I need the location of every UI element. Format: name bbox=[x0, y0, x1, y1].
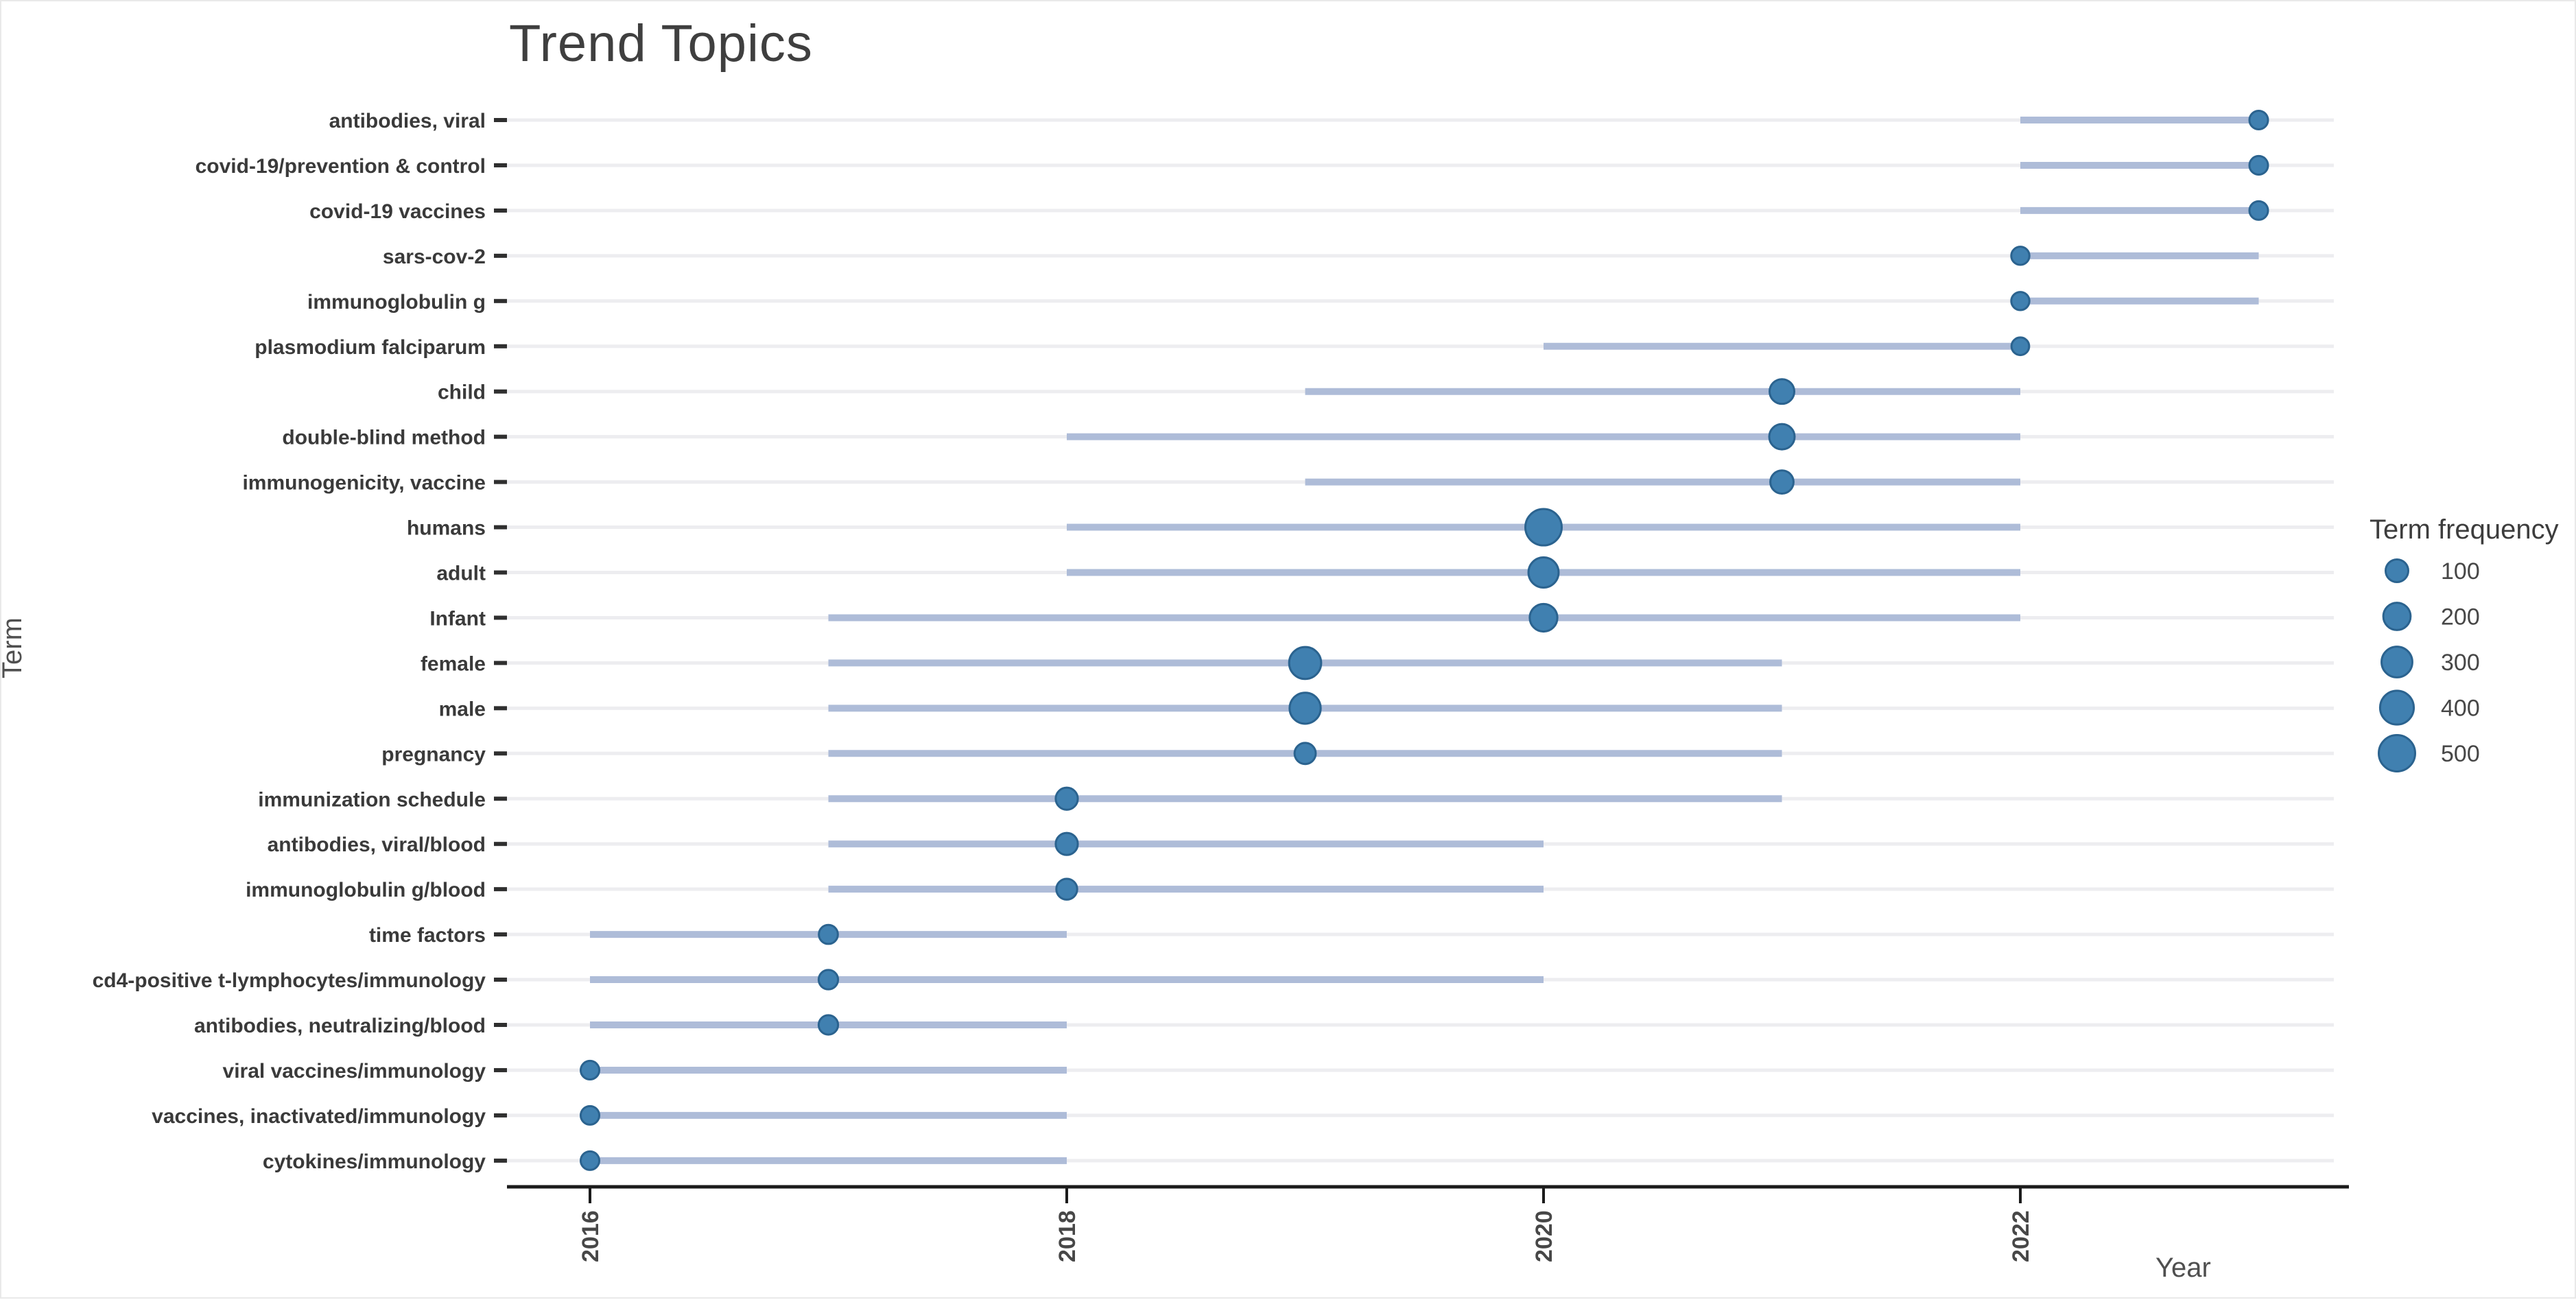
term-label: plasmodium falciparum bbox=[255, 336, 486, 359]
y-tick-mark bbox=[494, 389, 507, 394]
frequency-dot bbox=[1054, 786, 1079, 811]
term-label: time factors bbox=[369, 924, 486, 947]
x-tick-label: 2018 bbox=[1054, 1210, 1080, 1262]
term-label: pregnancy bbox=[381, 743, 486, 766]
legend-size-label: 100 bbox=[2441, 558, 2480, 584]
term-label: antibodies, viral/blood bbox=[268, 834, 486, 856]
term-label: immunization schedule bbox=[258, 788, 486, 811]
page-title: Trend Topics bbox=[509, 14, 813, 73]
legend-size-circle bbox=[2378, 689, 2415, 726]
legend-size-label: 500 bbox=[2441, 741, 2480, 767]
y-tick-mark bbox=[494, 932, 507, 937]
frequency-dot bbox=[2010, 291, 2031, 311]
frequency-dot bbox=[2010, 246, 2031, 266]
term-label: covid-19/prevention & control bbox=[196, 155, 486, 178]
frequency-dot bbox=[2248, 109, 2269, 131]
frequency-dot bbox=[1288, 692, 1322, 725]
term-label: child bbox=[438, 381, 486, 404]
frequency-dot bbox=[579, 1150, 601, 1171]
legend-size-label: 400 bbox=[2441, 696, 2480, 722]
y-tick-mark bbox=[494, 208, 507, 213]
term-label: cytokines/immunology bbox=[263, 1150, 486, 1173]
legend-title: Term frequency bbox=[2370, 515, 2559, 545]
frequency-dot bbox=[1288, 646, 1323, 681]
y-tick-mark bbox=[494, 1113, 507, 1118]
term-label: immunoglobulin g/blood bbox=[246, 879, 486, 901]
frequency-dot bbox=[1769, 378, 1795, 405]
legend-size-circle bbox=[2382, 602, 2412, 631]
term-label: cd4-positive t-lymphocytes/immunology bbox=[93, 969, 486, 992]
y-tick-mark bbox=[494, 298, 507, 303]
y-axis-title: Term bbox=[0, 617, 27, 678]
frequency-dot bbox=[817, 1014, 840, 1036]
frequency-dot bbox=[1524, 508, 1563, 547]
term-label: humans bbox=[407, 517, 486, 540]
y-tick-mark bbox=[494, 163, 507, 167]
term-label: male bbox=[439, 698, 486, 720]
frequency-dot bbox=[2010, 336, 2031, 357]
frequency-dot bbox=[1054, 831, 1079, 856]
legend-size-circle bbox=[2385, 558, 2409, 583]
term-label: covid-19 vaccines bbox=[309, 200, 486, 223]
frequency-dot bbox=[579, 1059, 601, 1080]
legend-size-label: 200 bbox=[2441, 604, 2480, 630]
x-axis-title: Year bbox=[2155, 1253, 2211, 1283]
term-label: sars-cov-2 bbox=[383, 246, 486, 268]
y-tick-mark bbox=[494, 1067, 507, 1072]
legend-size-circle bbox=[2380, 646, 2413, 678]
frequency-dot bbox=[1768, 423, 1796, 451]
term-label: adult bbox=[436, 563, 486, 585]
term-label: immunogenicity, vaccine bbox=[242, 472, 486, 495]
term-label: viral vaccines/immunology bbox=[223, 1060, 486, 1083]
term-label: Infant bbox=[429, 607, 486, 630]
y-tick-mark bbox=[494, 615, 507, 620]
y-tick-mark bbox=[494, 1023, 507, 1027]
y-tick-mark bbox=[494, 434, 507, 439]
y-tick-mark bbox=[494, 706, 507, 711]
y-tick-mark bbox=[494, 751, 507, 756]
frequency-dot bbox=[2248, 200, 2269, 221]
frequency-dot bbox=[579, 1104, 601, 1126]
y-tick-mark bbox=[494, 887, 507, 892]
legend-size-label: 300 bbox=[2441, 650, 2480, 676]
y-tick-mark bbox=[494, 842, 507, 847]
y-tick-mark bbox=[494, 796, 507, 801]
x-tick-label: 2022 bbox=[2008, 1210, 2034, 1262]
frequency-dot bbox=[1769, 469, 1795, 495]
x-tick-label: 2016 bbox=[578, 1210, 604, 1262]
term-label: antibodies, viral bbox=[329, 110, 486, 132]
y-tick-mark bbox=[494, 1158, 507, 1163]
y-tick-mark bbox=[494, 344, 507, 348]
frequency-dot bbox=[817, 969, 840, 991]
frequency-dot bbox=[1293, 742, 1317, 766]
y-tick-mark bbox=[494, 253, 507, 258]
frequency-dot bbox=[1055, 877, 1078, 901]
frequency-dot bbox=[1528, 602, 1559, 633]
term-label: vaccines, inactivated/immunology bbox=[152, 1105, 486, 1128]
y-tick-mark bbox=[494, 570, 507, 575]
term-label: antibodies, neutralizing/blood bbox=[194, 1015, 486, 1037]
y-tick-mark bbox=[494, 525, 507, 530]
frequency-dot bbox=[1527, 556, 1560, 589]
term-label: female bbox=[421, 652, 486, 675]
y-tick-mark bbox=[494, 661, 507, 665]
legend-size-circle bbox=[2378, 734, 2416, 772]
term-label: double-blind method bbox=[282, 427, 486, 449]
x-tick-label: 2020 bbox=[1531, 1210, 1557, 1262]
frequency-dot bbox=[2248, 154, 2269, 176]
frequency-dot bbox=[818, 923, 839, 945]
y-tick-mark bbox=[494, 480, 507, 484]
y-tick-mark bbox=[494, 978, 507, 982]
term-label: immunoglobulin g bbox=[307, 291, 486, 314]
y-tick-mark bbox=[494, 118, 507, 122]
